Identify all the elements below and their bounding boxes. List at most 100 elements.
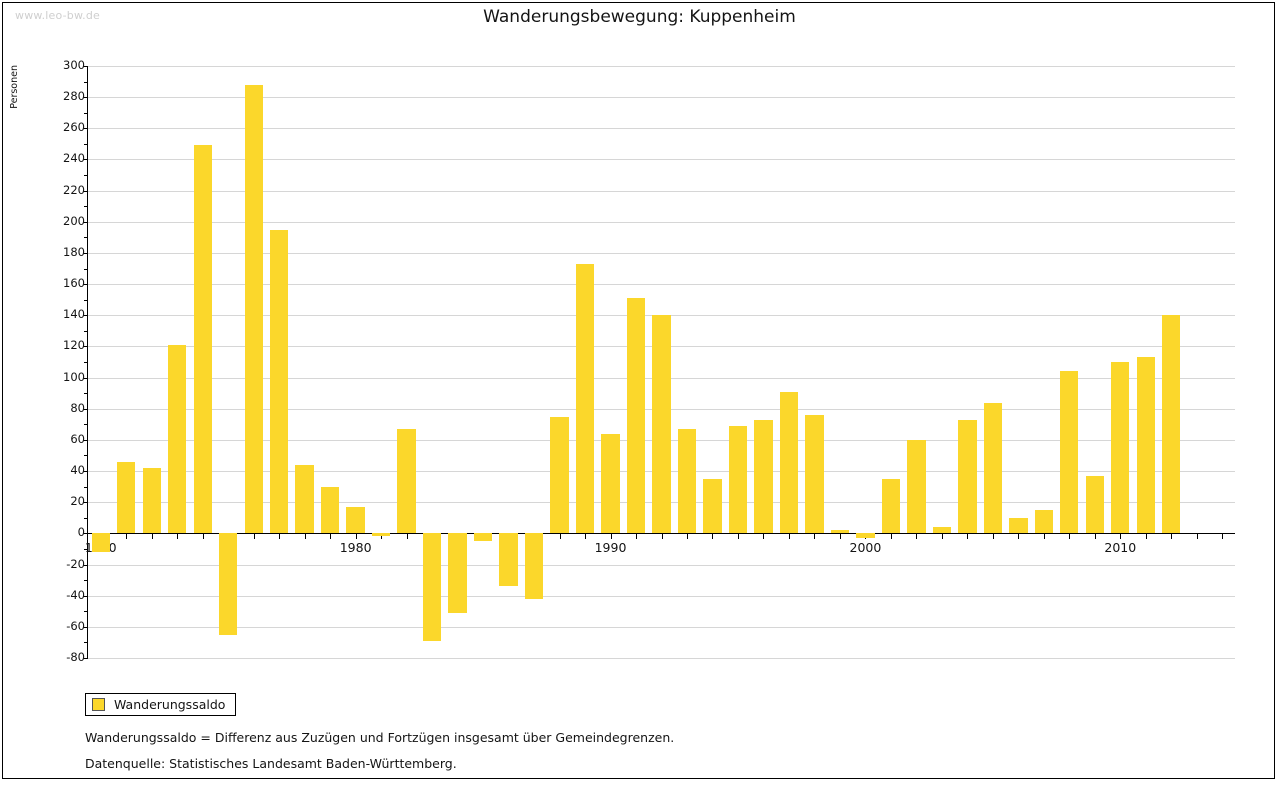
bar[interactable]	[473, 533, 493, 542]
bar[interactable]	[805, 414, 824, 534]
bar[interactable]	[1034, 510, 1053, 534]
bar[interactable]	[830, 530, 850, 534]
x-axis-tick	[304, 533, 306, 540]
bar[interactable]	[728, 425, 748, 534]
bar[interactable]	[1060, 371, 1079, 534]
y-axis-tick-label: -80	[66, 650, 85, 664]
y-axis-tick	[83, 471, 88, 473]
bar[interactable]	[601, 433, 620, 534]
x-axis-tick	[406, 533, 408, 540]
bar[interactable]	[958, 419, 977, 534]
bar[interactable]	[91, 533, 110, 553]
bar[interactable]	[219, 533, 238, 635]
y-axis-tick	[83, 377, 88, 379]
bar[interactable]	[193, 145, 212, 534]
bar[interactable]	[142, 467, 161, 534]
x-axis-tick	[839, 533, 841, 540]
x-axis-tick	[355, 533, 357, 540]
gridline	[88, 564, 1235, 566]
x-axis-tick	[1171, 533, 1173, 540]
x-axis-tick	[126, 533, 128, 540]
y-axis-minor-tick	[84, 112, 88, 114]
x-axis-tick	[1043, 533, 1045, 540]
bar[interactable]	[703, 478, 722, 534]
bar[interactable]	[1136, 357, 1155, 534]
y-axis-tick-label: -20	[66, 556, 85, 571]
bar[interactable]	[269, 229, 289, 534]
bar[interactable]	[448, 533, 467, 613]
y-axis-tick-label: 300	[63, 58, 85, 72]
y-axis-minor-tick	[84, 393, 88, 395]
bar[interactable]	[575, 263, 595, 534]
y-axis-minor-tick	[84, 206, 88, 208]
gridline	[88, 97, 1235, 99]
y-axis-minor-tick	[84, 81, 88, 83]
bar[interactable]	[754, 419, 773, 534]
y-axis-minor-tick	[84, 455, 88, 457]
zero-axis-line	[88, 533, 1235, 535]
y-axis-tick-label: 220	[63, 182, 85, 197]
y-axis-tick	[83, 190, 88, 192]
bar[interactable]	[856, 533, 875, 539]
bar[interactable]	[1162, 315, 1181, 534]
gridline	[88, 626, 1235, 628]
y-axis-minor-tick	[84, 143, 88, 145]
bar[interactable]	[295, 464, 314, 534]
x-axis-tick	[1145, 533, 1147, 540]
bar[interactable]	[168, 344, 187, 534]
x-axis-tick-label: 2010	[1104, 540, 1137, 556]
bar[interactable]	[1009, 517, 1028, 534]
y-axis-tick	[83, 439, 88, 441]
x-axis-tick	[686, 533, 688, 540]
chart-legend[interactable]: Wanderungssaldo	[85, 693, 237, 716]
bar[interactable]	[881, 478, 901, 534]
y-axis-tick-label: 280	[63, 89, 85, 104]
y-axis-tick	[83, 221, 88, 223]
x-axis-tick	[585, 533, 587, 540]
gridline	[88, 190, 1235, 192]
bar[interactable]	[346, 506, 365, 534]
bar[interactable]	[244, 84, 263, 534]
x-axis-tick	[559, 533, 561, 540]
x-axis-tick	[916, 533, 918, 540]
x-axis-tick	[763, 533, 765, 540]
y-axis-tick	[83, 128, 88, 130]
bar[interactable]	[550, 416, 569, 534]
y-axis-minor-tick	[84, 330, 88, 332]
legend-swatch-icon	[92, 698, 105, 711]
y-axis-minor-tick	[84, 548, 88, 550]
y-axis-tick	[83, 595, 88, 597]
bar[interactable]	[652, 315, 671, 534]
x-axis-tick	[151, 533, 153, 540]
bar[interactable]	[907, 439, 926, 534]
gridline	[88, 221, 1235, 223]
bar[interactable]	[499, 533, 518, 587]
bar[interactable]	[397, 428, 416, 534]
bar[interactable]	[422, 533, 442, 641]
bar[interactable]	[1111, 362, 1130, 534]
y-axis-tick	[83, 626, 88, 628]
bar[interactable]	[932, 527, 952, 534]
gridline	[88, 658, 1235, 659]
plot-area	[88, 66, 1235, 659]
x-axis-tick	[177, 533, 179, 540]
bar[interactable]	[779, 391, 799, 534]
bar[interactable]	[320, 486, 340, 534]
gridline	[88, 252, 1235, 254]
bar[interactable]	[983, 402, 1003, 534]
x-axis-tick	[788, 533, 790, 540]
bar[interactable]	[677, 428, 697, 534]
y-axis-tick-label: 180	[63, 244, 85, 259]
y-axis-tick	[83, 408, 88, 410]
bar[interactable]	[371, 533, 391, 537]
y-axis-label: Personen	[9, 65, 20, 109]
bar[interactable]	[626, 298, 646, 534]
y-axis-tick	[83, 658, 88, 659]
y-axis-minor-tick	[84, 580, 88, 582]
y-axis-tick-label: 40	[70, 463, 85, 478]
bar[interactable]	[117, 461, 136, 534]
bar[interactable]	[1085, 475, 1104, 534]
bar[interactable]	[524, 533, 544, 599]
y-axis-tick	[83, 315, 88, 317]
